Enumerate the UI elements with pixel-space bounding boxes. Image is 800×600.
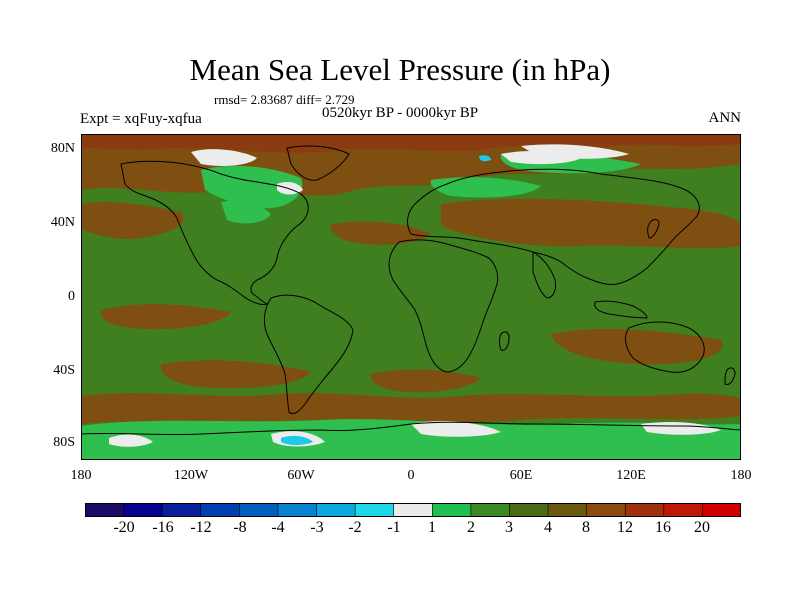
x-label-120e: 120E (616, 468, 646, 483)
colorbar-label: -3 (310, 519, 324, 536)
colorbar-frame (85, 503, 741, 517)
weddell-cyan (281, 435, 313, 445)
colorbar-label: 3 (505, 519, 513, 536)
colorbar-swatch (161, 503, 202, 517)
colorbar-label: -8 (233, 519, 247, 536)
x-label-0: 0 (407, 468, 415, 483)
colorbar-label: -12 (190, 519, 212, 536)
antarctic-white-1 (109, 434, 153, 447)
colorbar-swatch (509, 503, 549, 517)
south-pacific-brown (160, 360, 311, 389)
anomaly-fills (81, 134, 741, 460)
y-label-40s: 40S (53, 363, 75, 378)
colorbar-swatch (663, 503, 704, 517)
colorbar-swatch (123, 503, 163, 517)
map-frame (81, 134, 741, 460)
plot-title: Mean Sea Level Pressure (in hPa) (189, 52, 611, 87)
colorbar-swatch (200, 503, 241, 517)
colorbar-swatch (316, 503, 356, 517)
asia-brown (441, 198, 741, 249)
pressure-map (81, 134, 741, 460)
colorbar-swatches (85, 503, 741, 517)
southern-ocean-brown (81, 393, 741, 424)
colorbar-label: -16 (152, 519, 174, 536)
north-atlantic-brown (330, 221, 431, 245)
colorbar-swatch (547, 503, 588, 517)
colorbar-swatch (470, 503, 511, 517)
experiment-label: Expt = xqFuy-xqfua (80, 111, 202, 127)
y-label-40n: 40N (50, 215, 75, 230)
coast-eurasia (407, 168, 700, 285)
colorbar-label: 12 (617, 519, 633, 536)
atlantic-green (221, 200, 271, 224)
colorbar-swatch (85, 503, 125, 517)
colorbar-swatch (393, 503, 434, 517)
y-label-80s: 80S (53, 435, 75, 450)
colorbar-label: -2 (348, 519, 362, 536)
greenland-white (191, 149, 257, 166)
colorbar-swatch (624, 503, 665, 517)
colorbar-label: 20 (694, 519, 710, 536)
colorbar-swatch (277, 503, 318, 517)
east-pacific-brown (100, 304, 231, 330)
south-atlantic-brown (370, 369, 481, 393)
north-pacific-brown (81, 201, 184, 239)
colorbar-label: -1 (387, 519, 401, 536)
arctic-cyan (479, 155, 491, 162)
coastlines (81, 145, 741, 460)
colorbar-label: -4 (271, 519, 285, 536)
colorbar-label: 4 (544, 519, 552, 536)
antarctic-white-3 (411, 421, 501, 437)
colorbar-swatch (586, 503, 627, 517)
coast-indonesia (594, 300, 648, 319)
canada-green (201, 165, 303, 209)
coast-india (532, 251, 556, 299)
colorbar-label: -20 (113, 519, 135, 536)
antarctic-white-4 (641, 422, 721, 435)
colorbar (85, 503, 741, 517)
y-label-80n: 80N (50, 141, 75, 156)
colorbar-swatch (354, 503, 395, 517)
colorbar-label: 1 (428, 519, 436, 536)
x-label-120w: 120W (173, 468, 209, 483)
x-label-60e: 60E (509, 468, 533, 483)
coast-new-zealand (724, 367, 736, 385)
indian-ocean-brown (551, 328, 723, 365)
period-label: 0520kyr BP - 0000kyr BP (321, 105, 479, 121)
colorbar-swatch (702, 503, 741, 517)
coast-australia (625, 321, 705, 373)
x-label-180w: 180 (70, 468, 92, 483)
colorbar-swatch (239, 503, 279, 517)
subantarctic-green (81, 419, 741, 460)
siberia-green (430, 177, 541, 198)
season-label: ANN (708, 110, 742, 126)
stats-line: rmsd= 2.83687 diff= 2.729 (214, 92, 355, 107)
x-label-60w: 60W (287, 468, 315, 483)
coast-antarctica (81, 421, 741, 460)
colorbar-label: 2 (467, 519, 475, 536)
coast-greenland (286, 145, 350, 181)
y-label-0: 0 (68, 289, 75, 304)
x-label-180e: 180 (730, 468, 752, 483)
colorbar-label: 8 (582, 519, 590, 536)
east-arctic-white (521, 144, 629, 159)
coast-south-america (263, 294, 354, 415)
coast-japan (647, 219, 660, 239)
coast-africa (388, 239, 499, 373)
colorbar-swatch (431, 503, 472, 517)
coast-madagascar (499, 331, 510, 351)
colorbar-label: 16 (655, 519, 671, 536)
coast-north-america (120, 160, 309, 305)
